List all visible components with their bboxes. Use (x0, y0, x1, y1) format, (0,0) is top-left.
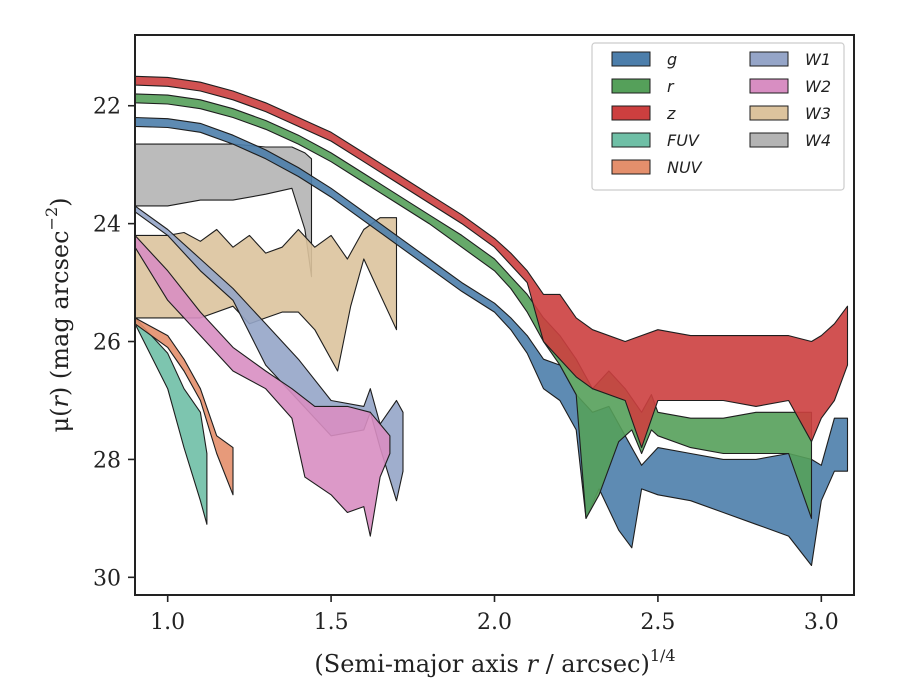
y-axis-label: μ(r) (mag arcsec−2) (42, 197, 74, 432)
ticks-layer: 1.0 1.5 2.0 2.5 3.0 22 24 26 28 30 (93, 95, 839, 635)
legend-label-w1: W1 (805, 50, 831, 69)
y-tick-label: 28 (93, 448, 121, 473)
x-axis-label: (Semi-major axis r / arcsec)1/4 (314, 646, 675, 678)
legend-label-w3: W3 (805, 104, 831, 123)
legend-label-nuv: NUV (667, 158, 703, 177)
series-layer (134, 75, 849, 567)
legend-label-fuv: FUV (667, 131, 700, 150)
y-tick-label: 24 (93, 213, 121, 238)
series-band-nuv (134, 317, 234, 496)
legend: grz FUV NUV W1 W2 W3 W4 (591, 42, 845, 191)
legend-swatch-fuv (611, 132, 651, 148)
y-tick-label: 22 (93, 95, 121, 120)
legend-swatch-z (611, 105, 651, 121)
series-band-g (134, 116, 849, 567)
legend-label-g: g (667, 50, 677, 69)
series-band-z (134, 75, 849, 449)
x-tick-label: 2.5 (640, 610, 675, 635)
legend-label-z: z (666, 104, 676, 123)
legend-swatch-w2 (749, 78, 789, 94)
series-band-w2 (134, 234, 391, 537)
x-tick-label: 1.5 (314, 610, 349, 635)
y-tick-label: 26 (93, 331, 121, 356)
y-tick-label: 30 (93, 566, 121, 591)
legend-swatch-w4 (749, 132, 789, 148)
legend-swatch-nuv (611, 159, 651, 175)
legend-label-w2: W2 (805, 77, 831, 96)
x-tick-label: 3.0 (804, 610, 839, 635)
x-tick-label: 1.0 (150, 610, 185, 635)
x-tick-label: 2.0 (477, 610, 512, 635)
legend-swatch-g (611, 51, 651, 67)
legend-swatch-w3 (749, 105, 789, 121)
legend-swatch-r (611, 78, 651, 94)
legend-swatch-w1 (749, 51, 789, 67)
legend-label-r: r (667, 77, 675, 96)
series-band-fuv (134, 317, 208, 525)
legend-label-w4: W4 (805, 131, 831, 150)
